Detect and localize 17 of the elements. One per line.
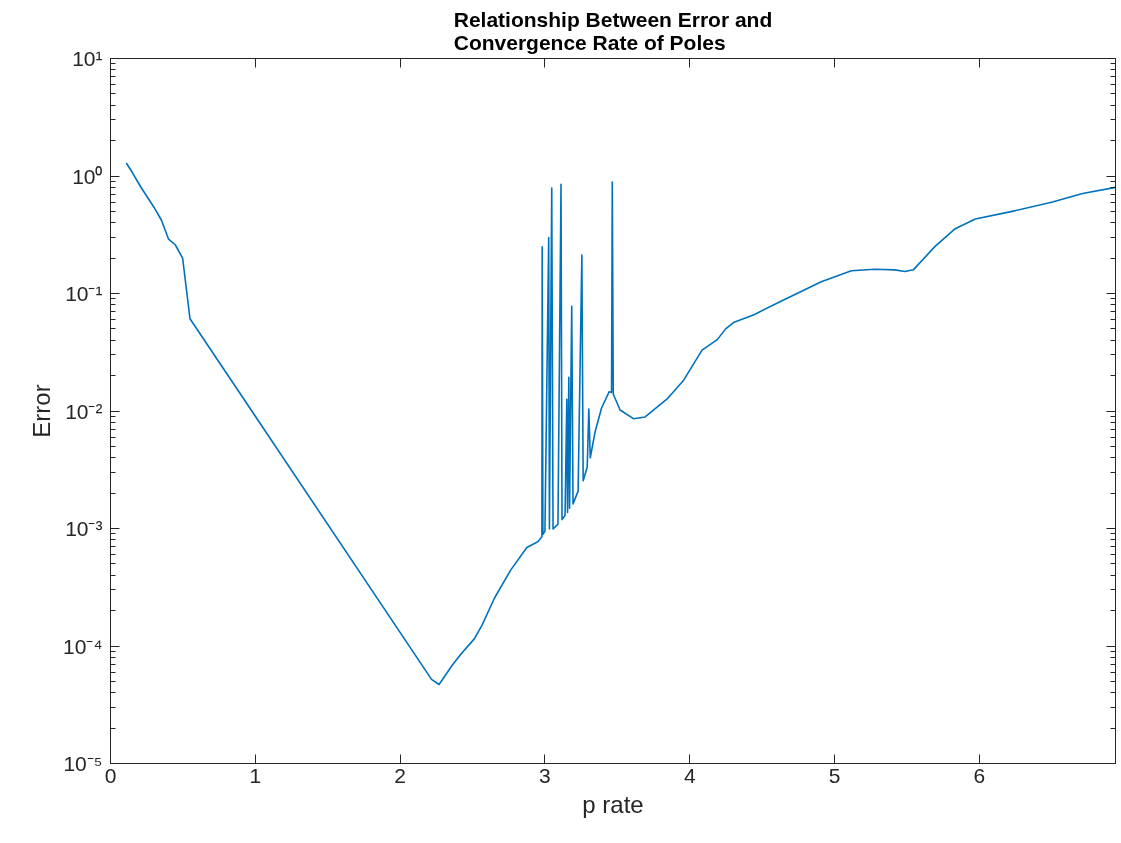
- x-tick-label: 0: [104, 763, 117, 787]
- x-tick-label: 2: [394, 763, 406, 787]
- chart-title: Relationship Between Error and Convergence Rate of Poles: [453, 7, 773, 54]
- x-tick-label: 1: [249, 763, 262, 787]
- y-tick-label: 10⁻⁵: [63, 752, 103, 775]
- x-axis-title: p rate: [582, 790, 644, 818]
- x-tick-label: 5: [828, 763, 841, 787]
- y-tick-label: 10¹: [72, 47, 103, 70]
- x-tick-label: 4: [683, 763, 696, 787]
- y-tick-label: 10⁻²: [65, 399, 103, 423]
- y-tick-label: 10⁰: [72, 164, 103, 188]
- y-axis-title: Error: [28, 384, 56, 438]
- x-tick-label: 6: [973, 763, 986, 787]
- y-tick-label: 10⁻⁴: [63, 634, 103, 658]
- y-tick-label: 10⁻¹: [65, 282, 103, 305]
- x-tick-label: 3: [539, 763, 551, 787]
- y-tick-label: 10⁻³: [65, 517, 103, 540]
